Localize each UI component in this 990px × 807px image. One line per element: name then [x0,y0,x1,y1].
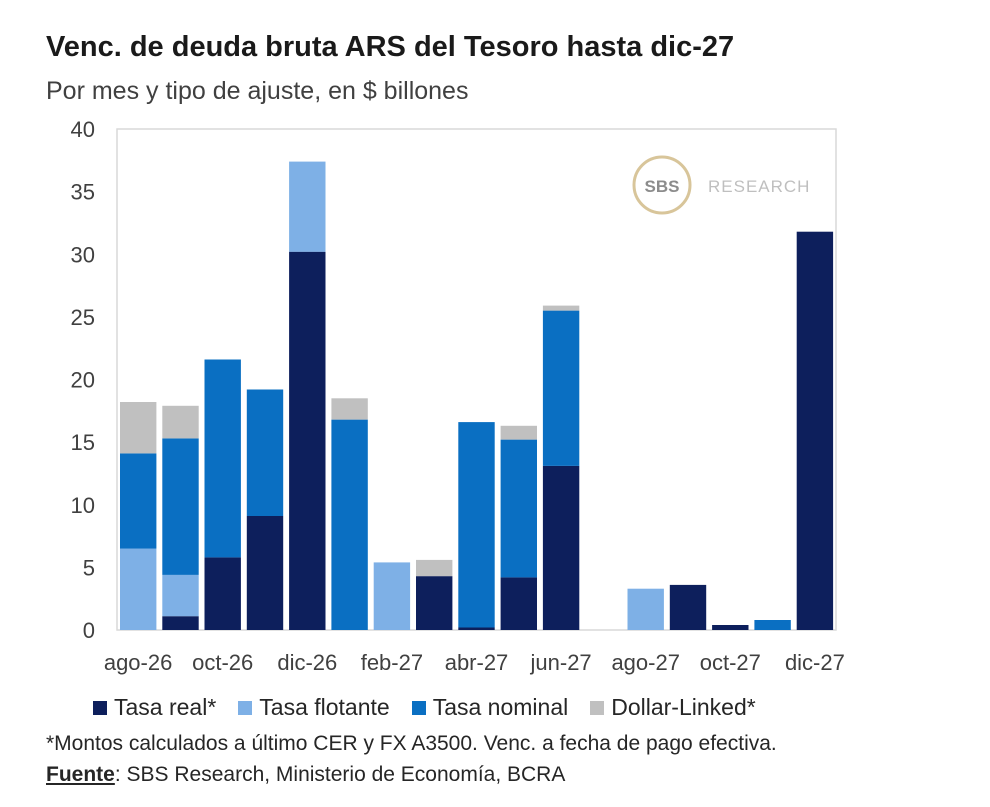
source-text: : SBS Research, Ministerio de Economía, … [114,763,566,786]
y-tick-label: 10 [71,493,95,518]
bar-ago-27-tasa-flotante [627,588,664,630]
watermark-text: RESEARCH [708,177,810,196]
bar-jun-27-tasa-nominal [542,310,580,466]
legend-swatch [411,700,426,715]
watermark-logo-ring [632,155,692,215]
bar-ene-27-tasa-nominal [331,419,368,630]
source-line: Fuente: SBS Research, Ministerio de Econ… [46,763,565,787]
footnote: *Montos calculados a último CER y FX A35… [46,732,777,755]
legend-label: Dollar-Linked* [611,694,756,720]
source-label: Fuente [46,763,115,786]
bar-oct-26-tasa-nominal [204,359,241,558]
bar-sep-26-tasa-real [162,616,199,630]
bar-nov-26-tasa-real [246,516,284,630]
bar-dic-27-tasa-real [796,231,834,630]
legend-item-tasa-real: Tasa real* [93,694,216,721]
x-tick-label: dic-27 [785,650,845,675]
bar-ago-26-tasa-flotante [120,548,157,630]
y-tick-label: 40 [71,117,95,142]
bar-jun-27-dollar-linked [542,305,580,311]
y-tick-label: 25 [71,305,95,330]
chart-subtitle: Por mes y tipo de ajuste, en $ billones [46,77,469,105]
x-tick-label: ago-27 [611,650,680,675]
legend-item-tasa-nominal: Tasa nominal [411,694,569,721]
bar-may-27-tasa-real [500,577,537,630]
bar-mar-27-tasa-real [416,576,453,630]
bar-ago-26-tasa-nominal [120,453,157,549]
x-tick-label: dic-26 [277,650,337,675]
bar-ene-27-dollar-linked [331,398,368,420]
bar-sep-27-tasa-real [669,584,707,630]
bar-ago-26-dollar-linked [120,402,157,454]
legend-label: Tasa flotante [259,694,390,720]
chart-title: Venc. de deuda bruta ARS del Tesoro hast… [46,31,735,63]
watermark-logo-text: SBS [645,177,680,196]
legend: Tasa real* Tasa flotante Tasa nominal Do… [93,694,778,721]
bar-abr-27-tasa-real [458,627,495,630]
legend-label: Tasa real* [114,694,217,720]
legend-item-dollar-linked: Dollar-Linked* [590,694,756,721]
bar-sep-26-tasa-flotante [162,574,199,617]
y-tick-label: 20 [71,368,95,393]
bar-mar-27-dollar-linked [416,559,453,577]
x-tick-label: oct-26 [192,650,253,675]
y-tick-label: 0 [83,618,95,643]
legend-item-tasa-flotante: Tasa flotante [238,694,390,721]
bar-may-27-dollar-linked [500,425,537,440]
y-tick-label: 30 [71,242,95,267]
bar-dic-26-tasa-real [289,251,326,630]
bar-abr-27-tasa-nominal [458,422,495,628]
x-tick-label: oct-27 [700,650,761,675]
bar-oct-27-tasa-real [712,625,749,630]
bar-may-27-tasa-nominal [500,439,537,578]
bar-dic-26-tasa-flotante [289,161,326,252]
x-tick-label: ago-26 [104,650,173,675]
bar-sep-26-tasa-nominal [162,438,199,575]
bar-nov-26-tasa-nominal [246,389,284,516]
bar-sep-26-dollar-linked [162,405,199,439]
bar-feb-27-tasa-flotante [373,562,411,630]
bar-oct-26-tasa-real [204,557,241,630]
y-tick-label: 35 [71,180,95,205]
y-tick-label: 5 [83,555,95,580]
bar-nov-27-tasa-nominal [754,620,791,630]
x-tick-label: feb-27 [361,650,423,675]
stacked-bar-chart: SBS RESEARCH 0 5 10 15 20 25 30 35 40 ago-26 oct-26 d… [71,117,845,675]
legend-label: Tasa nominal [432,694,569,720]
legend-swatch [238,700,253,715]
x-tick-label: abr-27 [445,650,509,675]
y-tick-label: 15 [71,430,95,455]
bar-jun-27-tasa-real [542,465,580,630]
legend-swatch [93,700,107,715]
legend-swatch [590,700,605,715]
x-tick-label: jun-27 [530,650,592,675]
